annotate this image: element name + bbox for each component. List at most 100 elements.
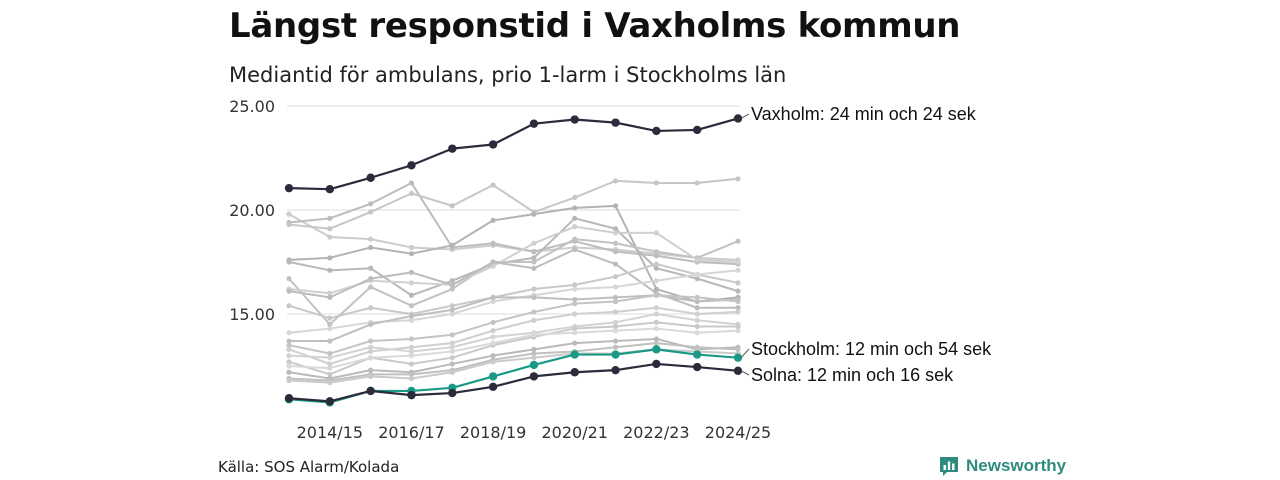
background-series-point	[368, 321, 374, 327]
background-series-point	[490, 263, 496, 269]
series-stockholm-point	[692, 350, 702, 359]
background-series-point	[368, 373, 374, 379]
background-series-line	[288, 204, 739, 303]
background-series-point	[531, 294, 537, 300]
background-series-line	[288, 306, 739, 365]
background-series-line	[288, 238, 739, 326]
background-series-point	[653, 180, 659, 186]
newsworthy-logo-icon	[940, 457, 958, 476]
background-series-point	[694, 317, 700, 323]
series-vaxholm-point	[448, 144, 457, 153]
background-series-point	[368, 348, 374, 355]
x-tick-label: 2018/19	[460, 423, 526, 442]
background-series-point	[449, 332, 455, 338]
background-series-point	[531, 309, 537, 315]
series-solna-point	[529, 372, 539, 381]
background-series-point	[531, 355, 537, 361]
background-series-point	[327, 290, 333, 296]
background-series-point	[408, 344, 415, 350]
background-series-point	[694, 323, 700, 330]
background-series-point	[368, 344, 374, 350]
background-series-point	[572, 282, 578, 288]
background-series-point	[327, 365, 333, 371]
background-series-point	[449, 282, 455, 288]
background-series-point	[653, 253, 659, 259]
series-vaxholm-point	[611, 118, 620, 127]
background-series-point	[531, 317, 537, 323]
background-series-point	[531, 211, 537, 217]
background-series-point	[286, 211, 292, 217]
background-series-point	[735, 298, 741, 305]
series-stockholm-point	[570, 350, 579, 359]
series-solna-point	[488, 382, 498, 391]
annotation-stockholm: Stockholm: 12 min och 54 sek	[751, 339, 992, 359]
series-solna-point	[325, 397, 335, 406]
background-series-point	[612, 344, 619, 350]
gridlines	[287, 105, 740, 315]
annotation-solna: Solna: 12 min och 16 sek	[751, 365, 954, 385]
background-series-point	[490, 359, 496, 365]
chart-title: Längst responstid i Vaxholms kommun	[229, 6, 961, 46]
background-series-point	[368, 276, 374, 282]
background-series-point	[735, 238, 741, 244]
background-series-point	[449, 348, 455, 355]
background-series-point	[490, 298, 496, 305]
background-series-point	[612, 338, 619, 344]
background-series-point	[368, 236, 374, 242]
background-series-point	[368, 284, 374, 290]
background-series-point	[612, 294, 619, 300]
background-series-point	[368, 305, 374, 311]
background-series-line	[288, 337, 739, 380]
background-series-point	[327, 226, 333, 232]
background-series-point	[286, 346, 292, 352]
series-solna-point	[366, 386, 375, 396]
series-vaxholm-point	[529, 119, 539, 128]
background-series-point	[286, 359, 292, 365]
series-solna-point	[611, 365, 620, 375]
x-tick-label: 2014/15	[297, 423, 363, 442]
background-series-line	[288, 342, 739, 382]
series-vaxholm-point	[652, 126, 661, 136]
background-series-line	[288, 177, 739, 230]
background-series-point	[286, 338, 292, 344]
background-series-point	[408, 361, 415, 367]
background-series-line	[288, 263, 739, 320]
background-series-point	[653, 325, 659, 332]
background-series-point	[612, 298, 619, 305]
background-series-point	[612, 178, 619, 184]
background-series-point	[286, 363, 292, 369]
background-series-point	[490, 259, 496, 265]
background-series-point	[408, 348, 415, 355]
background-series-point	[612, 261, 619, 267]
background-series-point	[572, 325, 578, 332]
y-axis: 15.00 20.00 25.00	[229, 97, 275, 324]
series-vaxholm-point	[325, 185, 335, 194]
brand-logo[interactable]: Newsworthy	[938, 455, 1066, 477]
series-vaxholm-point	[692, 125, 702, 135]
background-series-point	[449, 307, 455, 313]
background-series-point	[694, 298, 700, 305]
background-series-point	[408, 269, 415, 275]
background-series-point	[572, 311, 578, 317]
source-note: Källa: SOS Alarm/Kolada	[218, 458, 400, 476]
background-series-point	[368, 244, 374, 251]
background-series-point	[572, 330, 578, 336]
series-solna-point	[284, 394, 294, 403]
background-series-point	[653, 311, 659, 317]
background-series-point	[735, 176, 741, 182]
background-series-point	[327, 338, 333, 344]
background-series-point	[735, 267, 741, 273]
background-series-point	[490, 182, 496, 188]
background-series-line	[288, 213, 739, 261]
background-series-line	[288, 217, 739, 297]
background-series-point	[612, 273, 619, 280]
series-stockholm-point	[652, 345, 661, 354]
background-series-point	[531, 249, 537, 255]
background-series-point	[531, 259, 537, 265]
background-series-point	[572, 301, 578, 307]
series-vaxholm-point	[488, 140, 498, 149]
background-series-point	[735, 323, 741, 330]
background-series-point	[694, 180, 700, 186]
background-series-point	[694, 305, 700, 311]
background-series	[286, 176, 741, 386]
